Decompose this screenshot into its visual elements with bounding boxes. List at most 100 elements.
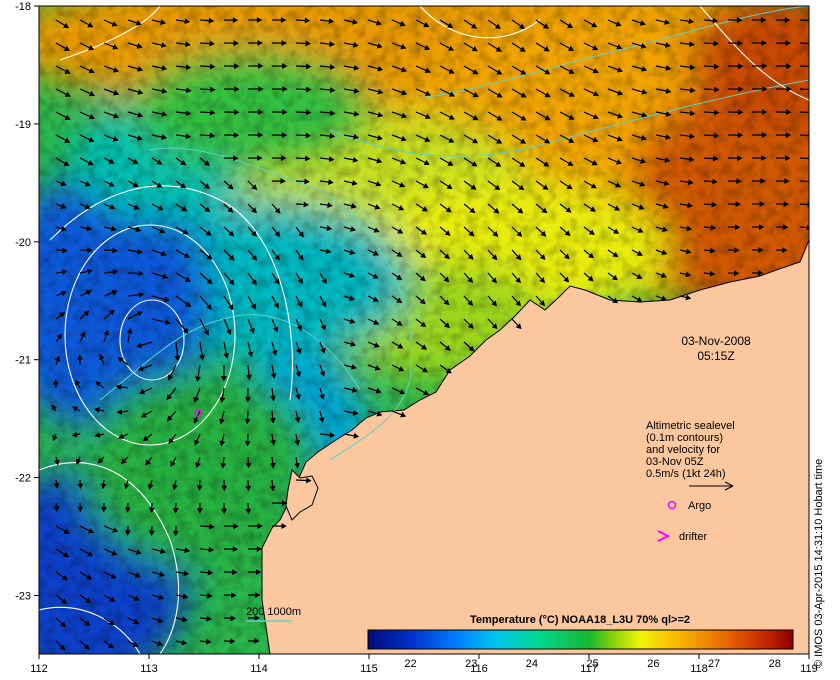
velocity-arrowhead (783, 201, 790, 208)
lon-tick-label: 115 (360, 663, 378, 675)
velocity-arrowhead (306, 109, 312, 116)
velocity-arrowhead (255, 592, 261, 598)
velocity-arrowhead (182, 229, 189, 235)
velocity-arrowhead (424, 67, 431, 74)
velocity-arrowhead (156, 159, 163, 165)
colorbar-tick-label: 23 (465, 658, 477, 670)
velocity-arrowhead (419, 298, 426, 305)
velocity-arrowhead (496, 69, 503, 75)
velocity-arrowhead (736, 178, 742, 185)
velocity-arrowhead (640, 43, 647, 49)
velocity-arrowhead (319, 370, 326, 377)
velocity-arrowhead (639, 20, 646, 26)
velocity-arrowhead (688, 18, 695, 25)
velocity-arrowhead (515, 323, 522, 330)
velocity-arrowhead (137, 365, 144, 372)
velocity-arrowhead (759, 201, 766, 207)
velocity-arrowhead (132, 641, 139, 647)
velocity-arrowhead (132, 181, 139, 188)
velocity-arrowhead (467, 277, 474, 283)
velocity-arrowhead (373, 319, 380, 325)
velocity-arrowhead (282, 86, 288, 93)
velocity-arrowhead (786, 86, 792, 93)
velocity-arrowhead (227, 183, 234, 190)
velocity-arrowhead (494, 23, 501, 29)
velocity-arrowhead (400, 43, 407, 50)
velocity-arrowhead (445, 206, 452, 213)
velocity-arrowhead (60, 180, 67, 187)
lon-tick-label: 112 (30, 663, 48, 675)
velocity-arrowhead (87, 551, 94, 557)
velocity-arrowhead (231, 569, 238, 576)
colorbar-tick-label: 24 (526, 658, 538, 670)
velocity-arrowhead (329, 41, 335, 47)
velocity-arrowhead (147, 483, 154, 490)
velocity-arrowhead (689, 133, 696, 140)
velocity-arrowhead (64, 68, 71, 74)
velocity-arrowhead (98, 353, 105, 360)
velocity-arrowhead (443, 322, 450, 329)
velocity-arrowhead (761, 40, 767, 46)
velocity-arrowhead (613, 228, 620, 234)
velocity-arrow (799, 180, 809, 183)
velocity-arrowhead (375, 180, 382, 187)
velocity-arrowhead (520, 115, 527, 121)
peninsula (285, 468, 319, 521)
velocity-arrowhead (185, 41, 191, 48)
velocity-arrowhead (350, 226, 357, 232)
velocity-arrowhead (231, 592, 237, 599)
velocity-arrowhead (281, 155, 287, 162)
velocity-arrowhead (80, 331, 86, 338)
velocity-arrowhead (713, 40, 719, 47)
velocity-arrowhead (183, 570, 190, 577)
velocity-arrowhead (161, 134, 168, 140)
velocity-arrowhead (515, 254, 522, 261)
velocity-arrowhead (180, 182, 187, 189)
velocity-arrowhead (617, 89, 624, 96)
velocity-arrowhead (544, 115, 551, 121)
velocity-arrowhead (350, 341, 357, 347)
velocity-arrowhead (470, 23, 478, 29)
velocity-arrowhead (738, 63, 744, 70)
argo-icon (667, 500, 677, 510)
velocity-arrowhead (665, 134, 672, 140)
velocity-arrowhead (108, 619, 115, 626)
velocity-arrowhead (447, 45, 455, 51)
velocity-arrowhead (374, 365, 381, 371)
velocity-arrowhead (568, 137, 575, 143)
velocity-arrowhead (320, 347, 326, 354)
velocity-arrowhead (468, 345, 475, 352)
velocity-arrowhead (588, 229, 595, 236)
velocity-arrowhead (351, 387, 358, 393)
velocity-arrowhead (230, 638, 236, 645)
velocity-arrowhead (398, 366, 405, 372)
velocity-arrowhead (588, 252, 595, 259)
velocity-arrowhead (148, 530, 155, 537)
velocity-arrowhead (568, 68, 575, 74)
velocity-arrowhead (228, 279, 235, 286)
velocity-arrowhead (665, 88, 672, 94)
velocity-arrowhead (664, 19, 671, 25)
velocity-arrowhead (58, 312, 66, 318)
drifter-icon (657, 530, 671, 542)
velocity-arrowhead (396, 274, 403, 281)
velocity-arrowhead (62, 247, 68, 254)
velocity-arrowhead (85, 597, 92, 603)
velocity-arrowhead (157, 617, 164, 624)
velocity-arrowhead (145, 459, 151, 466)
velocity-arrowhead (305, 132, 312, 139)
velocity-arrowhead (295, 371, 302, 378)
velocity-arrowhead (233, 132, 240, 139)
velocity-arrowhead (565, 207, 572, 213)
velocity-arrowhead (353, 64, 360, 71)
velocity-arrowhead (353, 87, 360, 94)
velocity-arrowhead (182, 327, 189, 334)
lon-tick-label: 119 (800, 663, 818, 675)
velocity-arrowhead (60, 290, 67, 297)
velocity-arrowhead (162, 273, 169, 280)
velocity-arrowhead (294, 462, 300, 469)
velocity-arrowhead (221, 485, 228, 492)
velocity-arrowhead (373, 342, 380, 348)
velocity-arrowhead (205, 230, 212, 236)
velocity-arrowhead (233, 523, 239, 530)
